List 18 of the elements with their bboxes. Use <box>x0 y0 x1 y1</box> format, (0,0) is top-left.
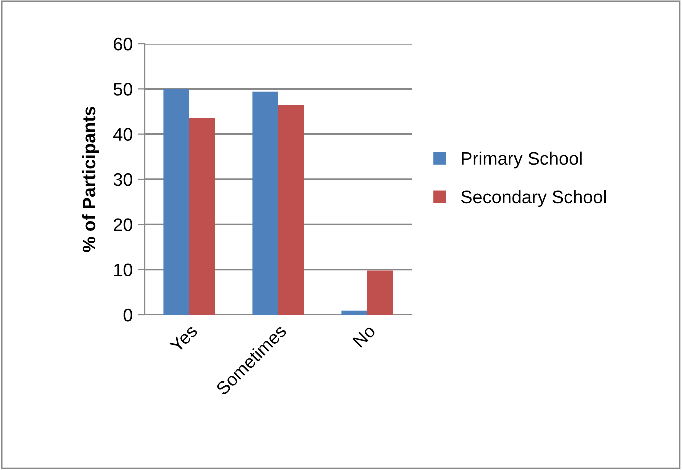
bar <box>278 105 304 315</box>
bar <box>252 92 278 315</box>
y-axis-title: % of Participants <box>82 106 100 252</box>
y-tick-label: 50 <box>114 83 132 96</box>
y-tick-label: 30 <box>114 173 132 186</box>
y-tick-label: 60 <box>114 38 132 51</box>
x-tick-label: No <box>352 324 376 348</box>
x-tick-label: Yes <box>169 324 198 354</box>
bar <box>164 89 190 315</box>
y-tick-label: 40 <box>114 128 132 142</box>
y-tick-label: 20 <box>114 218 132 232</box>
bar <box>190 118 216 315</box>
bar <box>368 270 394 315</box>
legend-label: Secondary School <box>461 190 606 208</box>
bar <box>342 310 368 315</box>
y-tick-label: 10 <box>114 264 132 277</box>
y-tick-label: 0 <box>124 308 132 322</box>
legend-label: Primary School <box>462 152 582 169</box>
